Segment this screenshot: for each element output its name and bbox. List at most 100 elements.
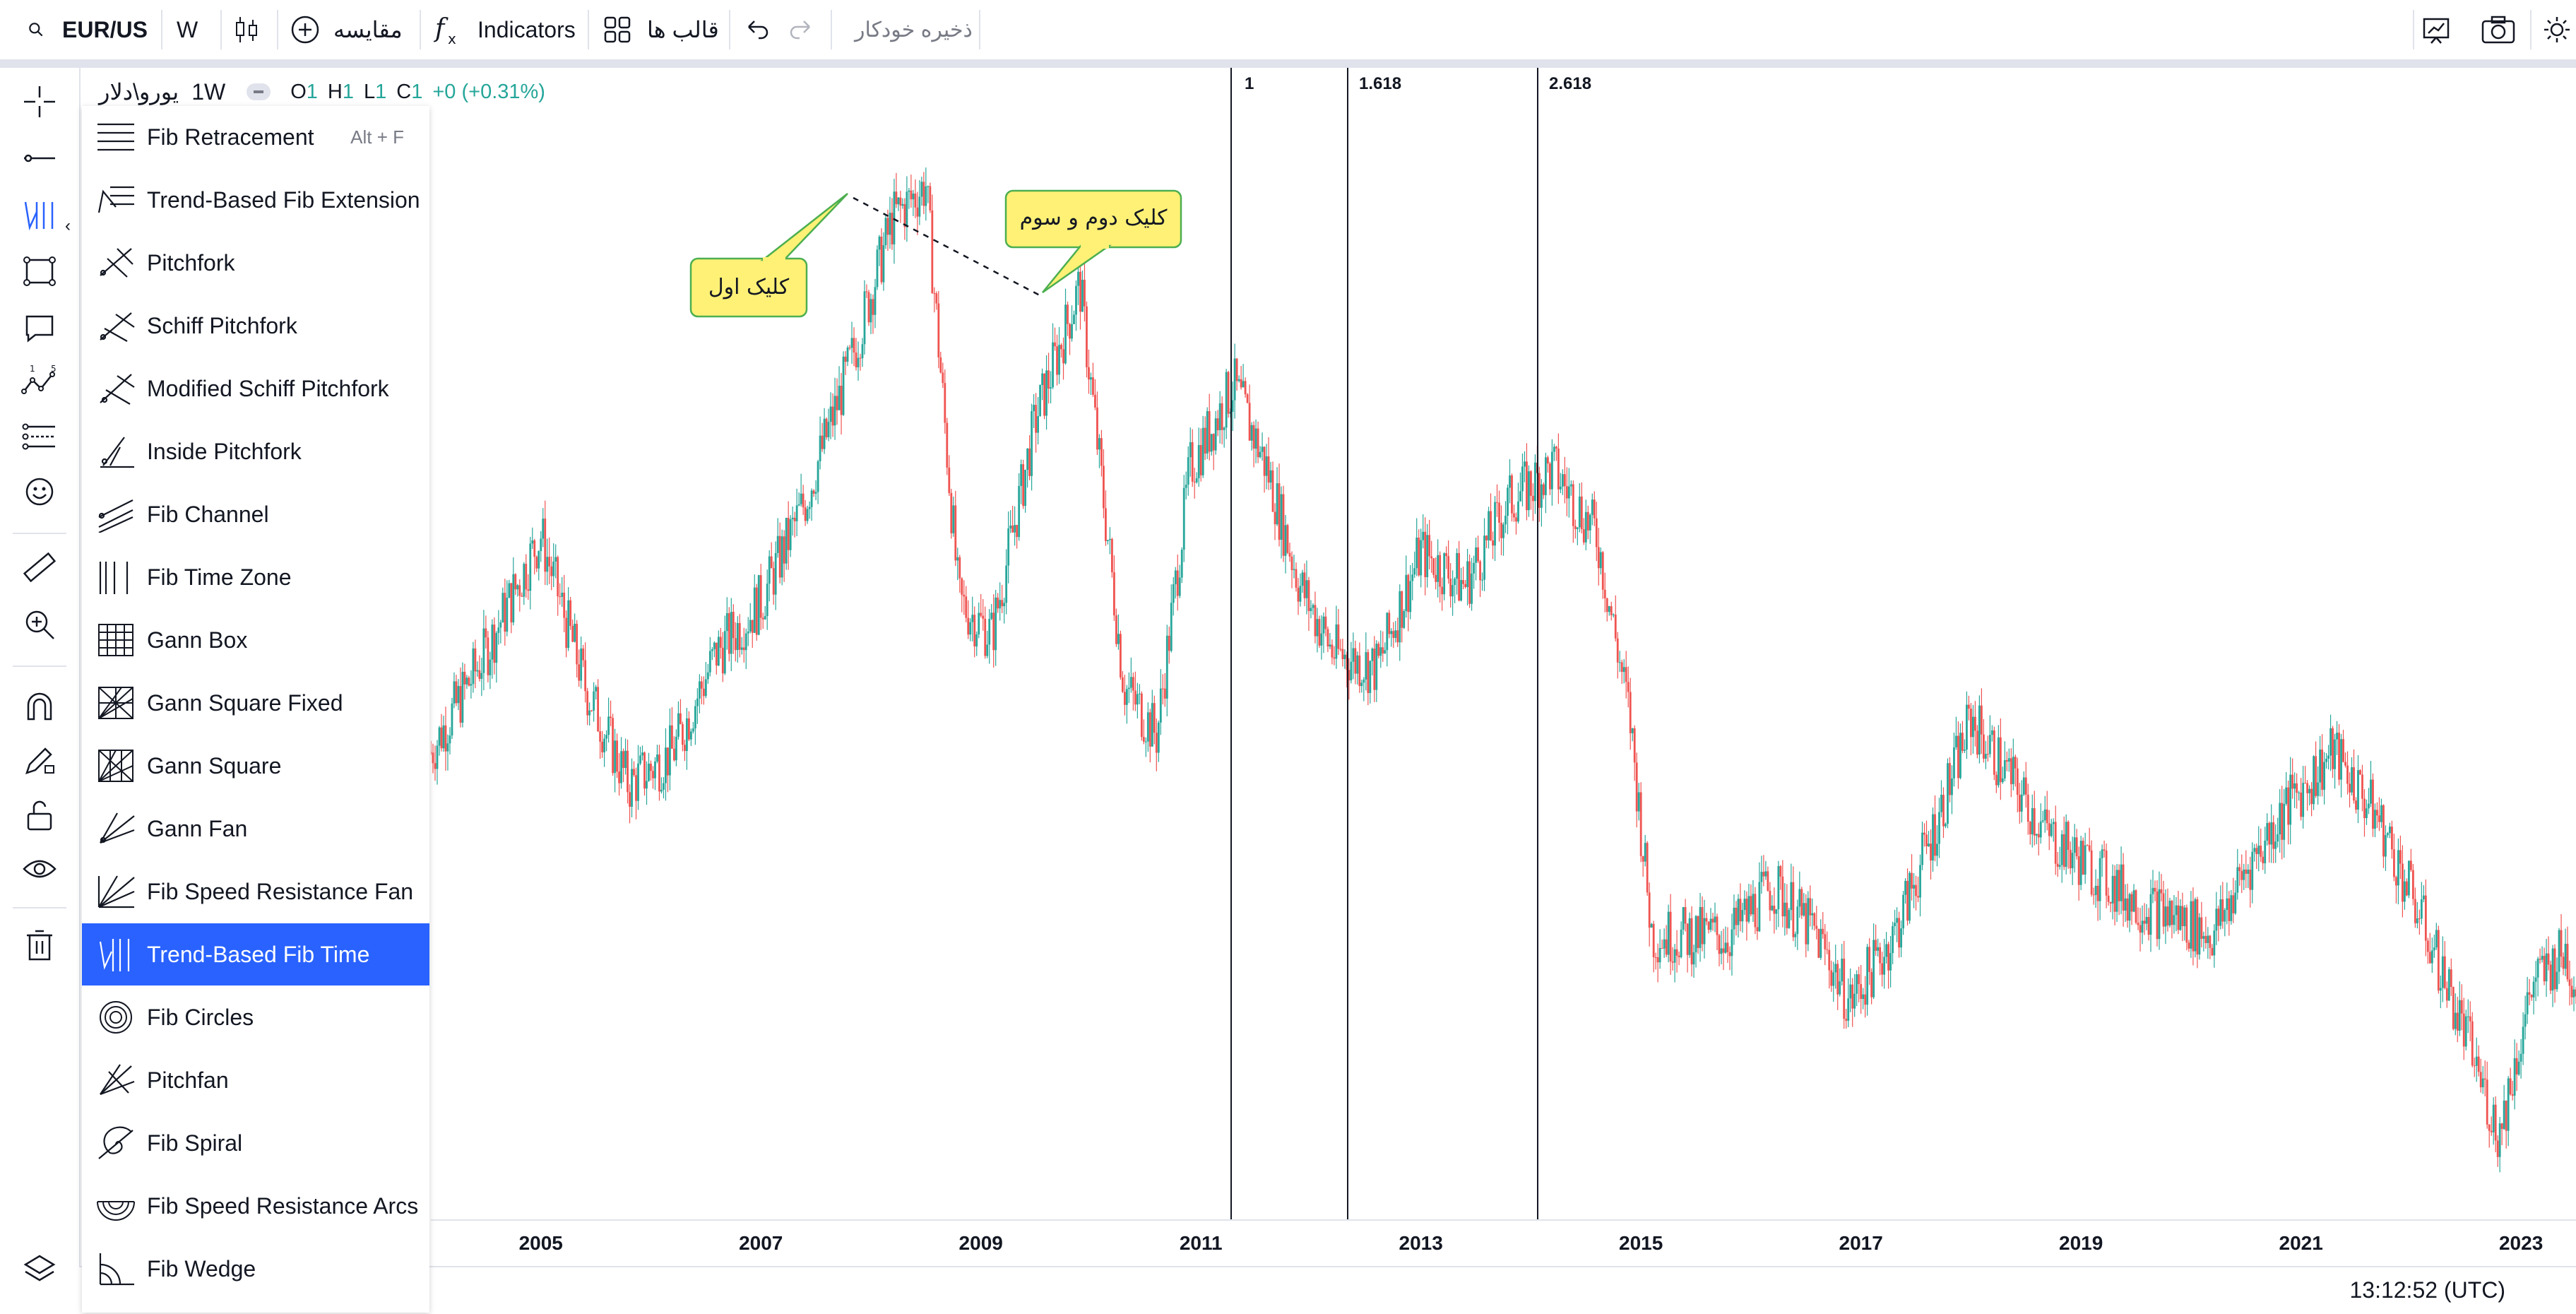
lock-drawings-button[interactable] [20,795,59,835]
magnet-mode-button[interactable] [20,687,59,726]
menu-item-fib-spiral[interactable]: Fib Spiral [82,1112,429,1174]
undo-button[interactable] [743,0,771,59]
candle-body [1589,514,1591,531]
candle-body [1970,709,1972,738]
chart-canvas[interactable]: 1 1.618 2.618 کلیک اول کلیک دوم و سوم [431,68,2576,1219]
candle-body [1892,926,1894,954]
measure-tool-button[interactable] [20,548,59,588]
annotation-tool-button[interactable] [20,308,59,348]
patterns-tool-button[interactable]: 1 5 [20,362,59,401]
candle-body [2082,841,2084,875]
candle-body [1307,580,1310,611]
candle-body [597,687,600,732]
candle-body [2509,1078,2512,1094]
expand-chevron-icon[interactable]: ‹ [65,216,71,235]
candle-body [2289,774,2292,825]
candle-body [1906,880,1909,921]
candle-body [1688,918,1691,955]
menu-item-fib-circles[interactable]: Fib Circles [82,986,429,1048]
candle-body [1295,569,1298,588]
collapse-legend-button[interactable] [247,83,271,100]
candle-body [1813,913,1816,926]
menu-item-fib-speed-resistance-fan[interactable]: Fib Speed Resistance Fan [82,860,429,923]
candle-body [2031,807,2034,835]
candle-body [569,600,572,626]
candle-body [956,557,959,561]
candle-body [711,649,713,651]
menu-item-gann-fan[interactable]: Gann Fan [82,798,429,860]
candle-body [1750,896,1752,915]
candle-body [886,218,889,235]
symbol-search[interactable]: EUR/US [27,0,148,59]
candle-body [1084,280,1086,307]
candle-body [2192,901,2195,952]
compare-button[interactable]: مقایسه [290,0,403,59]
fib-tools-button[interactable] [20,195,59,235]
menu-item-gann-square-fixed[interactable]: Gann Square Fixed [82,672,429,734]
menu-item-gann-box[interactable]: Gann Box [82,609,429,671]
theme-toggle-button[interactable] [2543,0,2571,59]
utc-clock[interactable]: 13:12:52 (UTC) [2349,1277,2505,1303]
candle-body [2048,823,2050,836]
candle-body [804,507,807,521]
candle-body [1119,634,1122,677]
menu-item-fib-channel[interactable]: Fib Channel [82,483,429,545]
menu-item-schiff-pitchfork[interactable]: Schiff Pitchfork [82,295,429,357]
indicators-button[interactable]: f x Indicators [434,0,576,59]
candle-body [939,357,942,373]
menu-item-gann-square[interactable]: Gann Square [82,735,429,797]
candle-body [2240,871,2243,880]
smiley-icon [25,478,54,506]
menu-item-fib-retracement[interactable]: Fib Retracement Alt + F [82,106,429,168]
trend-line-tool-button[interactable] [20,138,59,178]
menu-item-label: Modified Schiff Pitchfork [147,375,389,401]
menu-item-pitchfork[interactable]: Pitchfork [82,232,429,294]
publish-idea-button[interactable] [2421,0,2454,59]
prediction-tool-button[interactable] [20,417,59,456]
menu-item-inside-pitchfork[interactable]: Inside Pitchfork [82,420,429,483]
stay-drawing-button[interactable] [20,740,59,780]
candle-body [671,725,673,749]
menu-item-pitchfan[interactable]: Pitchfan [82,1049,429,1111]
candle-body [1445,553,1448,557]
candle-body [1737,899,1740,925]
candle-body [1595,518,1598,548]
candle-body [1458,552,1461,601]
menu-item-fib-speed-resistance-arcs[interactable]: Fib Speed Resistance Arcs [82,1175,429,1237]
compare-label: مقایسه [333,17,403,42]
candle-body [1278,483,1281,540]
menu-item-fib-wedge[interactable]: Fib Wedge [82,1238,429,1300]
menu-item-trend-fib-time[interactable]: Trend-Based Fib Time [82,923,429,986]
candle-body [992,612,995,651]
redo-button[interactable] [787,0,815,59]
menu-item-trend-fib-extension[interactable]: Trend-Based Fib Extension [82,169,429,231]
hide-drawings-button[interactable] [20,849,59,889]
candle-body [1337,624,1340,649]
menu-item-fib-time-zone[interactable]: Fib Time Zone [82,546,429,608]
crosshair-tool-button[interactable] [20,82,59,122]
zoom-in-tool-button[interactable] [20,605,59,644]
candle-body [717,637,720,666]
candle-body [872,299,874,315]
candle-body [1047,370,1050,389]
candle-body [1513,513,1515,518]
candle-body [759,575,762,618]
remove-drawings-button[interactable] [20,925,59,965]
chart-type-button[interactable] [233,0,261,59]
interval-button[interactable]: W [177,0,198,59]
candle-body [1424,531,1427,577]
shapes-tool-button[interactable] [20,251,59,291]
fib-wedge-icon [99,1253,134,1286]
snapshot-button[interactable] [2481,0,2516,59]
autosave-button[interactable]: ذخیره خودکار [855,0,973,59]
candle-body [2353,767,2355,801]
templates-button[interactable]: قالب ها [603,0,719,59]
candle-body [1237,379,1240,381]
icons-tool-button[interactable] [20,472,59,511]
price-chart[interactable]: 1 1.618 2.618 کلیک اول کلیک دوم و سوم [431,68,2576,1219]
time-axis[interactable]: 2005 2007 2009 2011 2013 2015 2017 2019 2021 2023 [431,1219,2576,1267]
menu-item-modified-schiff-pitchfork[interactable]: Modified Schiff Pitchfork [82,357,429,420]
object-tree-button[interactable] [20,1249,59,1289]
candle-body [614,740,616,774]
fib-trend-dashed-line[interactable] [853,196,1040,297]
